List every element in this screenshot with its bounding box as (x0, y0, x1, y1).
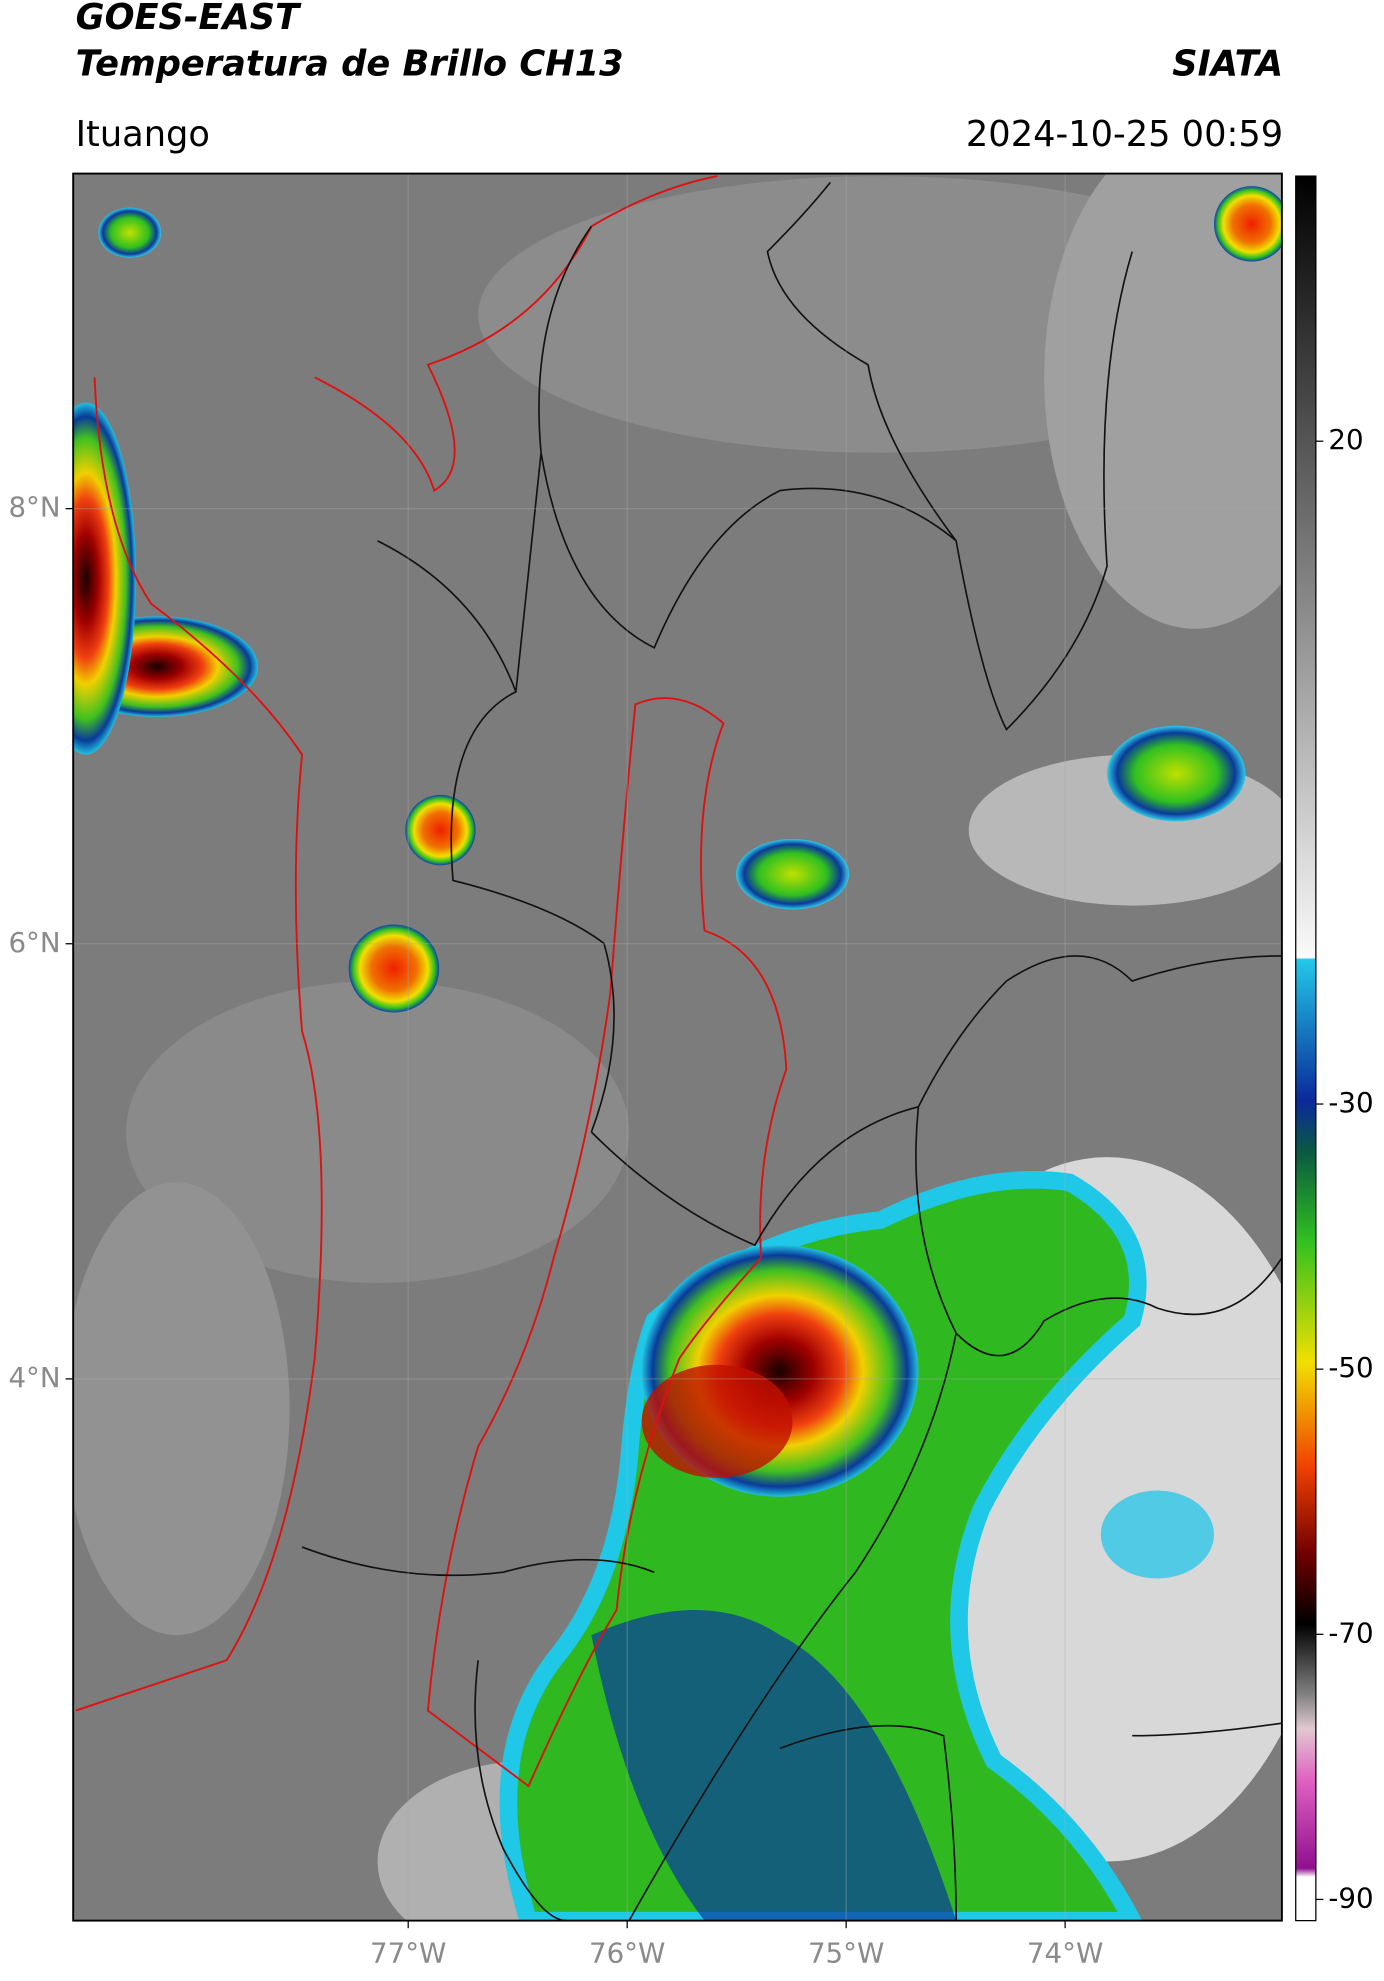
location: Ituango (76, 114, 210, 155)
colorbar-tick-label: -50 (1328, 1351, 1373, 1384)
x-tick-label: 76°W (589, 1937, 665, 1970)
map-frame (72, 172, 1283, 1922)
title: GOES-EAST (76, 0, 302, 38)
y-tick-label: 8°N (8, 491, 60, 524)
map-image (73, 173, 1282, 1921)
source: SIATA (1172, 43, 1283, 84)
x-tick-label: 75°W (808, 1937, 884, 1970)
colorbar-tick-label: 20 (1328, 423, 1363, 456)
y-tick-label: 4°N (8, 1361, 60, 1394)
x-tick-label: 77°W (370, 1937, 446, 1970)
colorbar (1295, 175, 1317, 1922)
grid (73, 173, 1282, 1921)
x-tick-label: 74°W (1027, 1937, 1103, 1970)
colorbar-tick-label: -70 (1328, 1616, 1373, 1649)
datetime: 2024-10-25 00:59 (966, 114, 1283, 155)
colorbar-tick-label: -90 (1328, 1881, 1373, 1914)
y-tick-label: 6°N (8, 926, 60, 959)
subtitle: Temperatura de Brillo CH13 (76, 43, 624, 84)
colorbar-tick-label: -30 (1328, 1086, 1373, 1119)
